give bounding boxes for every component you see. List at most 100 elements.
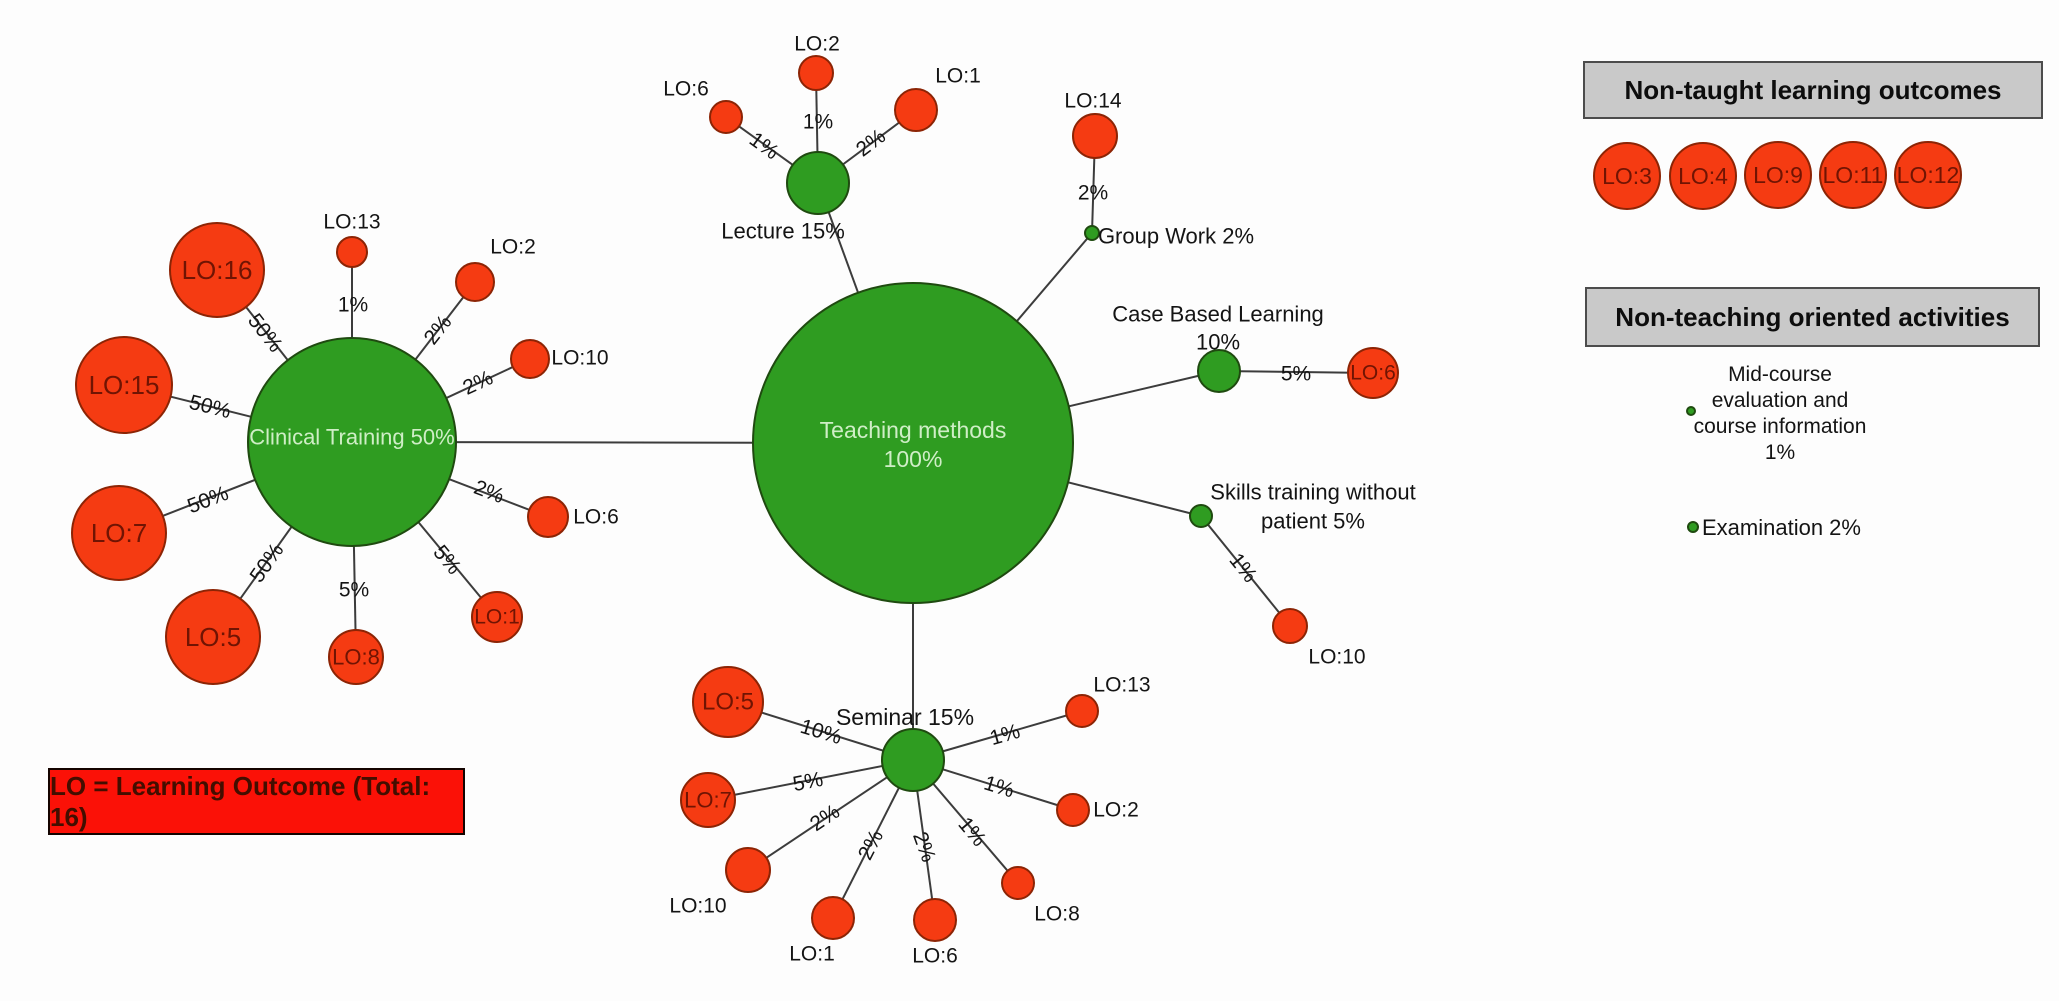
node-label-case-based-learning: Case Based Learning 10%	[1112, 302, 1324, 355]
node-label-seminar-lo6: LO:6	[912, 945, 958, 968]
edge-label-clinical-training-clinical-lo5: 50%	[246, 539, 289, 587]
edge-seminar-seminar-lo10	[747, 759, 914, 871]
edge-label-clinical-training-clinical-lo7: 50%	[184, 482, 231, 519]
legend-box: LO = Learning Outcome (Total: 16)	[48, 768, 465, 835]
node-clinical-lo8	[328, 629, 384, 685]
node-label-nt-lo11: LO:11	[1823, 162, 1884, 188]
node-clinical-lo15	[75, 336, 173, 434]
node-label-group-work: Group Work 2%	[1098, 224, 1254, 249]
node-seminar-lo13	[1065, 694, 1099, 728]
node-case-based-learning	[1197, 349, 1241, 393]
node-nt-lo11	[1819, 141, 1887, 209]
node-label-seminar-lo10: LO:10	[669, 895, 726, 918]
node-clinical-lo16	[169, 222, 265, 318]
edge-label-lecture-lecture-lo6: 1%	[745, 128, 783, 164]
edge-label-clinical-training-clinical-lo10: 2%	[459, 366, 496, 400]
node-label-skills-training: Skills training without patient 5%	[1210, 480, 1415, 534]
node-label-teaching-methods: Teaching methods 100%	[820, 417, 1007, 472]
non-taught-panel-header: Non-taught learning outcomes	[1583, 61, 2043, 119]
node-label-lecture-lo1: LO:1	[935, 65, 981, 88]
node-label-seminar: Seminar 15%	[836, 704, 974, 730]
node-clinical-lo1	[471, 591, 523, 643]
node-label-clinical-lo6: LO:6	[573, 506, 619, 529]
edge-label-lecture-lecture-lo1: 2%	[852, 125, 890, 162]
node-skills-lo10	[1272, 608, 1308, 644]
node-seminar-lo2	[1056, 793, 1090, 827]
node-label-clinical-lo8: LO:8	[332, 645, 380, 670]
node-clinical-lo5	[165, 589, 261, 685]
edge-label-clinical-training-clinical-lo6: 2%	[471, 476, 508, 508]
non-teaching-panel-title: Non-teaching oriented activities	[1615, 301, 2010, 332]
node-seminar-lo6	[913, 898, 957, 942]
node-mid-course-dot	[1686, 406, 1696, 416]
edge-label-clinical-training-clinical-lo2: 2%	[420, 311, 457, 349]
node-seminar-lo8	[1001, 866, 1035, 900]
node-clinical-lo13	[336, 236, 368, 268]
node-teaching-methods	[752, 282, 1074, 604]
node-label-nt-lo4: LO:4	[1678, 163, 1728, 189]
node-nt-lo3	[1593, 142, 1661, 210]
node-label-lecture-lo6: LO:6	[663, 78, 709, 101]
node-label-nt-lo9: LO:9	[1753, 162, 1803, 188]
edge-label-case-based-learning-case-lo6: 5%	[1281, 363, 1311, 386]
node-clinical-training	[247, 337, 457, 547]
node-seminar	[881, 728, 945, 792]
node-seminar-lo10	[725, 847, 771, 893]
edge-label-seminar-seminar-lo10: 2%	[806, 800, 844, 836]
node-case-lo6	[1347, 347, 1399, 399]
node-label-lecture-lo2: LO:2	[794, 33, 840, 56]
node-label-lecture: Lecture 15%	[721, 219, 845, 244]
node-label-case-lo6: LO:6	[1350, 362, 1396, 385]
edge-label-seminar-seminar-lo7: 5%	[791, 768, 825, 796]
node-label-seminar-lo8: LO:8	[1034, 903, 1080, 926]
node-label-clinical-lo16: LO:16	[182, 255, 253, 285]
node-label-seminar-lo1: LO:1	[789, 943, 835, 966]
edge-label-clinical-training-clinical-lo15: 50%	[187, 391, 233, 423]
node-group-lo14	[1072, 113, 1118, 159]
legend-text: LO = Learning Outcome (Total: 16)	[50, 770, 431, 832]
edge-label-clinical-training-clinical-lo8: 5%	[339, 579, 369, 602]
node-lecture-lo1	[894, 88, 938, 132]
edge-label-skills-training-skills-lo10: 1%	[1225, 549, 1262, 587]
edge-seminar-seminar-lo7	[707, 759, 914, 801]
edge-label-seminar-seminar-lo2: 1%	[981, 772, 1017, 803]
node-label-clinical-lo7: LO:7	[91, 518, 147, 548]
node-label-clinical-lo5: LO:5	[185, 622, 241, 652]
edge-label-clinical-training-clinical-lo13: 1%	[338, 294, 368, 317]
node-clinical-lo6	[527, 496, 569, 538]
non-taught-panel-title: Non-taught learning outcomes	[1624, 74, 2002, 105]
node-seminar-lo5	[692, 666, 764, 738]
node-label-nt-lo12: LO:12	[1897, 162, 1960, 188]
node-group-work	[1084, 225, 1100, 241]
node-label-seminar-lo13: LO:13	[1093, 674, 1150, 697]
non-teaching-panel-header: Non-teaching oriented activities	[1585, 287, 2040, 347]
node-nt-lo9	[1744, 141, 1812, 209]
edge-skills-training-skills-lo10	[1200, 515, 1291, 627]
edge-label-group-work-group-lo14: 2%	[1078, 182, 1108, 205]
node-lecture-lo6	[709, 100, 743, 134]
node-label-seminar-lo5: LO:5	[702, 689, 754, 716]
node-clinical-lo10	[510, 339, 550, 379]
node-label-clinical-lo2: LO:2	[490, 236, 536, 259]
mid-course-evaluation-label: Mid-course evaluation and course informa…	[1693, 363, 1867, 464]
node-seminar-lo1	[811, 896, 855, 940]
node-examination-dot	[1687, 521, 1699, 533]
node-clinical-lo7	[71, 485, 167, 581]
edge-label-lecture-lecture-lo2: 1%	[803, 111, 833, 134]
node-lecture-lo2	[798, 55, 834, 91]
node-label-clinical-training: Clinical Training 50%	[249, 425, 454, 450]
node-label-seminar-lo7: LO:7	[684, 788, 732, 813]
examination-label: Examination 2%	[1702, 515, 1861, 540]
edge-label-seminar-seminar-lo1: 2%	[854, 826, 888, 863]
edge-label-seminar-seminar-lo6: 2%	[908, 829, 940, 865]
node-label-clinical-lo15: LO:15	[89, 370, 160, 400]
node-label-skills-lo10: LO:10	[1308, 646, 1365, 669]
node-label-clinical-lo13: LO:13	[323, 211, 380, 234]
node-nt-lo12	[1894, 141, 1962, 209]
node-clinical-lo2	[455, 262, 495, 302]
node-label-group-lo14: LO:14	[1064, 90, 1122, 113]
node-label-clinical-lo1: LO:1	[474, 606, 520, 629]
node-label-clinical-lo10: LO:10	[551, 347, 608, 370]
